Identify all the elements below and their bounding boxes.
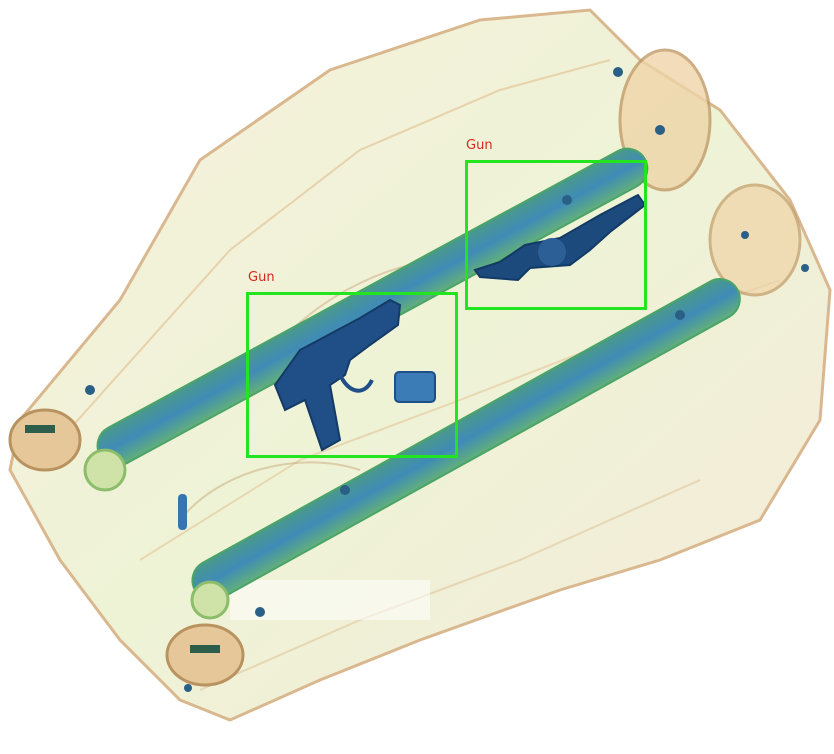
pistol-silhouette [273, 298, 436, 452]
detection-label-gun-left: Gun [248, 270, 275, 285]
detection-label-gun-right: Gun [466, 138, 493, 153]
revolver-silhouette [473, 193, 647, 282]
screws [85, 67, 809, 692]
luggage-wheels [8, 48, 802, 687]
detection-box-gun-right [465, 160, 647, 310]
trolley-rods [83, 147, 741, 620]
detection-box-gun-left [246, 292, 458, 458]
